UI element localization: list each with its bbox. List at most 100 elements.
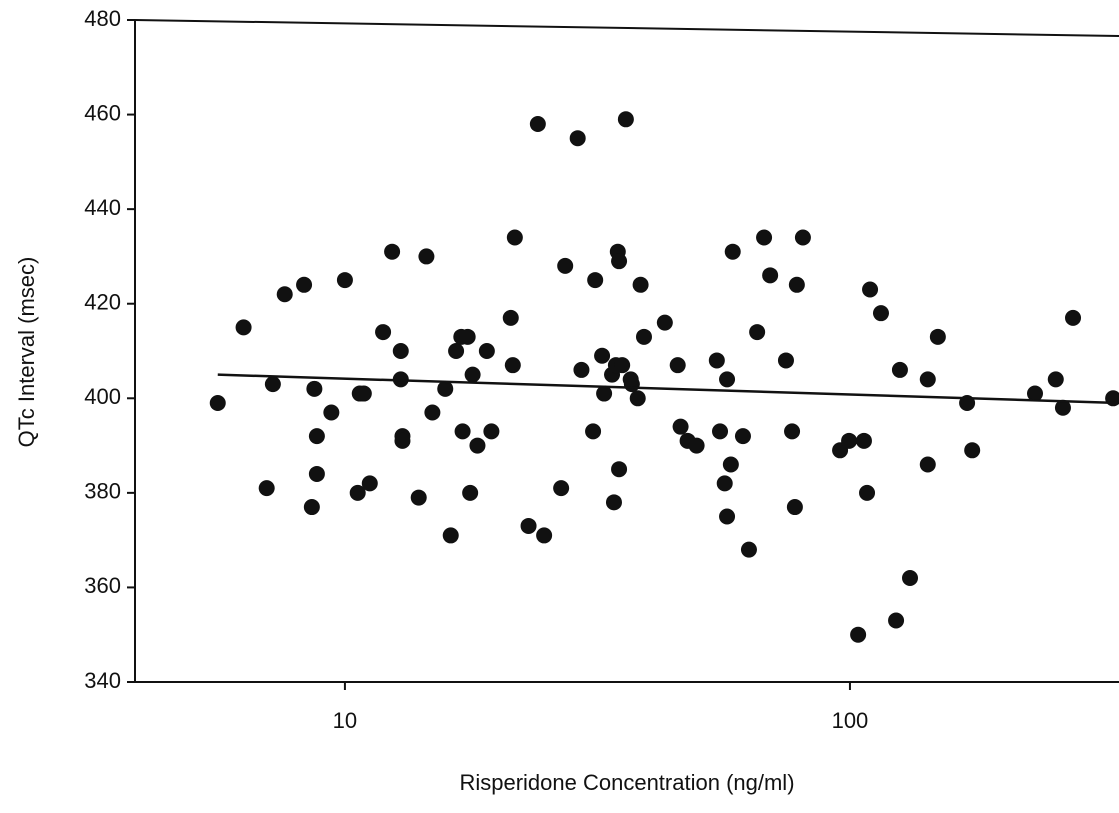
- data-point: [762, 267, 779, 284]
- data-point: [672, 418, 689, 435]
- y-tick-label: 360: [84, 573, 121, 598]
- data-point: [777, 352, 794, 369]
- data-point: [872, 305, 889, 322]
- data-point: [794, 229, 811, 246]
- data-point: [361, 475, 378, 492]
- y-tick-label: 480: [84, 6, 121, 31]
- data-point: [611, 253, 628, 270]
- data-point: [437, 380, 454, 397]
- data-point: [734, 428, 751, 445]
- data-point: [553, 480, 570, 497]
- y-axis-label: QTc Interval (msec): [14, 257, 39, 448]
- x-tick-label: 10: [333, 708, 357, 733]
- y-tick-label: 420: [84, 290, 121, 315]
- x-tick-label: 100: [832, 708, 869, 733]
- data-point: [459, 328, 476, 345]
- y-tick-label: 380: [84, 479, 121, 504]
- data-point: [442, 527, 459, 544]
- data-point: [483, 423, 500, 440]
- data-point: [850, 626, 867, 643]
- data-point: [520, 517, 537, 534]
- data-point: [611, 461, 628, 478]
- data-point: [502, 309, 519, 326]
- data-point: [410, 489, 427, 506]
- y-tick-label: 340: [84, 668, 121, 693]
- data-point: [375, 324, 392, 341]
- data-point: [336, 272, 353, 289]
- data-point: [569, 130, 586, 147]
- data-point: [355, 385, 372, 402]
- data-point: [605, 494, 622, 511]
- data-point: [585, 423, 602, 440]
- data-point: [712, 423, 729, 440]
- data-point: [1065, 309, 1082, 326]
- data-point: [264, 376, 281, 393]
- data-point: [614, 357, 631, 374]
- data-point: [573, 361, 590, 378]
- data-point: [756, 229, 773, 246]
- data-point: [303, 499, 320, 516]
- data-point: [788, 276, 805, 293]
- data-point: [448, 343, 465, 359]
- data-point: [622, 371, 639, 388]
- data-point: [688, 437, 705, 454]
- data-point: [617, 111, 634, 128]
- data-point: [629, 390, 646, 407]
- data-point: [708, 352, 725, 369]
- data-point: [296, 276, 313, 293]
- data-point: [454, 423, 471, 440]
- data-point: [596, 385, 613, 402]
- data-point: [719, 508, 736, 525]
- data-point: [929, 328, 946, 345]
- data-point: [384, 243, 401, 260]
- data-point: [504, 357, 521, 374]
- data-point: [469, 437, 486, 454]
- data-point: [919, 456, 936, 473]
- y-tick-label: 460: [84, 100, 121, 125]
- data-point: [749, 324, 766, 341]
- y-tick-label: 400: [84, 384, 121, 409]
- data-point: [349, 484, 366, 501]
- data-point: [841, 432, 858, 449]
- data-point: [424, 404, 441, 421]
- trend-line: [217, 373, 1119, 405]
- data-point: [784, 423, 801, 440]
- data-point: [716, 475, 733, 492]
- frame-top: [134, 19, 1119, 37]
- data-point: [209, 395, 226, 412]
- data-point: [323, 404, 340, 421]
- x-axis-label: Risperidone Concentration (ng/ml): [459, 770, 794, 795]
- data-point: [902, 569, 919, 586]
- data-point: [536, 527, 553, 544]
- data-point: [888, 612, 905, 629]
- data-point: [786, 499, 803, 516]
- data-point: [919, 371, 936, 388]
- data-point: [740, 541, 757, 558]
- data-point: [855, 432, 872, 449]
- data-point: [1054, 399, 1071, 416]
- data-point: [462, 484, 479, 501]
- data-point: [594, 347, 611, 364]
- y-tick-label: 440: [84, 195, 121, 220]
- data-point: [306, 380, 323, 397]
- data-point: [1026, 385, 1043, 402]
- data-point: [964, 442, 981, 459]
- data-point: [308, 465, 325, 482]
- data-point: [258, 480, 275, 497]
- data-point: [235, 319, 252, 336]
- data-point: [656, 314, 673, 331]
- data-point: [859, 484, 876, 501]
- data-point: [669, 357, 686, 374]
- data-point: [891, 361, 908, 378]
- data-point: [418, 248, 435, 265]
- data-point: [392, 343, 409, 359]
- data-point: [276, 286, 293, 303]
- data-point: [1047, 371, 1064, 388]
- data-point: [506, 229, 523, 246]
- data-point: [587, 272, 604, 289]
- data-point: [464, 366, 481, 383]
- data-point: [862, 281, 879, 298]
- data-point: [529, 116, 546, 133]
- data-point: [557, 257, 574, 274]
- data-point: [635, 328, 652, 345]
